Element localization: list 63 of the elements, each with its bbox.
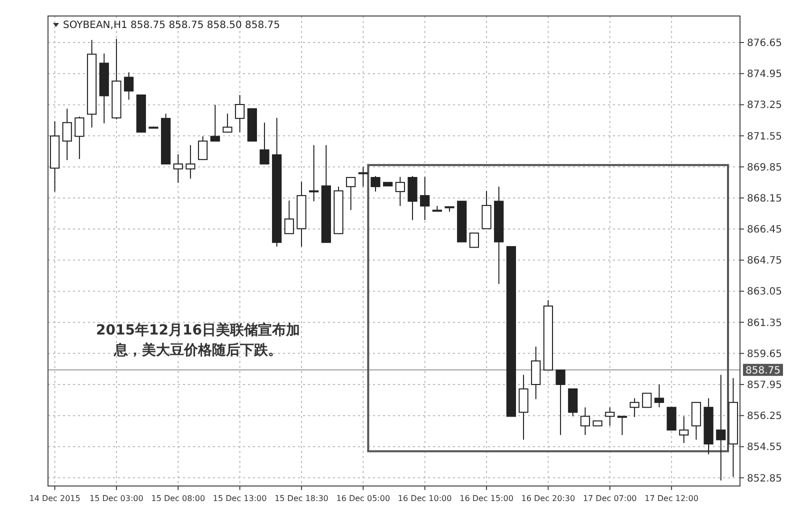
x-tick-label: 16 Dec 10:00 [398,494,452,503]
y-tick-label: 857.95 [747,380,782,391]
y-tick-label: 876.65 [747,38,782,50]
candlestick [198,136,208,160]
candlestick [568,388,578,417]
candlestick [605,406,615,426]
candlestick [309,144,319,202]
candlestick [716,374,726,482]
candlestick [346,176,356,211]
x-tick-label: 15 Dec 13:00 [212,494,267,503]
candlestick [630,398,640,418]
x-tick-label: 17 Dec 07:00 [582,494,637,503]
y-tick-label: 864.75 [747,256,782,267]
candlestick [222,113,232,133]
y-tick-label: 866.45 [747,224,782,236]
candlestick [679,416,689,444]
candlestick [617,416,628,436]
candlestick [482,190,492,230]
candlestick [666,406,676,431]
y-tick-label: 871.55 [747,131,782,142]
candlestick [234,94,245,133]
candlestick [62,108,72,161]
candlestick [173,154,183,184]
x-tick-label: 16 Dec 05:00 [336,494,390,503]
x-tick-label: 16 Dec 20:30 [521,494,576,503]
y-tick-label: 859.65 [747,348,782,360]
candlestick [556,370,566,436]
candlestick [580,406,590,436]
candlestick [408,176,418,221]
candlestick [124,72,134,100]
candlestick [691,402,702,440]
y-tick-label: 854.55 [747,442,782,454]
y-tick-label: 869.85 [747,162,782,174]
y-tick-label: 873.25 [747,100,782,112]
y-tick-label: 861.35 [747,318,782,329]
candlestick [395,176,405,207]
candlestick [420,176,430,221]
y-tick-label: 852.85 [747,473,782,484]
y-tick-label: 863.05 [747,286,782,298]
x-tick-label: 15 Dec 03:00 [90,494,144,503]
x-tick-label: 15 Dec 18:30 [274,494,328,503]
candlestick [74,116,84,160]
chart-title: SOYBEAN,H1 858.75 858.75 858.50 858.75 [63,20,280,31]
candlestick [284,200,294,234]
y-tick-label: 874.95 [747,69,782,80]
candlestick [260,122,270,164]
x-tick-label: 17 Dec 12:00 [644,494,698,503]
annotation: 2015年12月16日美联储宣布加息，美大豆价格随后下跌。 [96,321,300,358]
y-tick-label: 868.15 [747,193,782,204]
candlestick [642,392,652,408]
candlestick [186,144,196,180]
candlestick [518,374,528,440]
x-tick-label: 15 Dec 08:00 [151,494,206,503]
candlestick [469,232,479,248]
candlestick [210,104,220,142]
x-tick-label: 14 Dec 2015 [29,494,80,503]
candlestick [358,166,368,188]
candlestick [370,176,380,192]
x-tick-label: 16 Dec 15:00 [460,494,514,503]
y-tick-label: 856.25 [747,411,782,422]
ref-line-label: 858.75 [746,365,780,376]
candlestick [531,346,541,400]
candlestick [654,384,664,408]
